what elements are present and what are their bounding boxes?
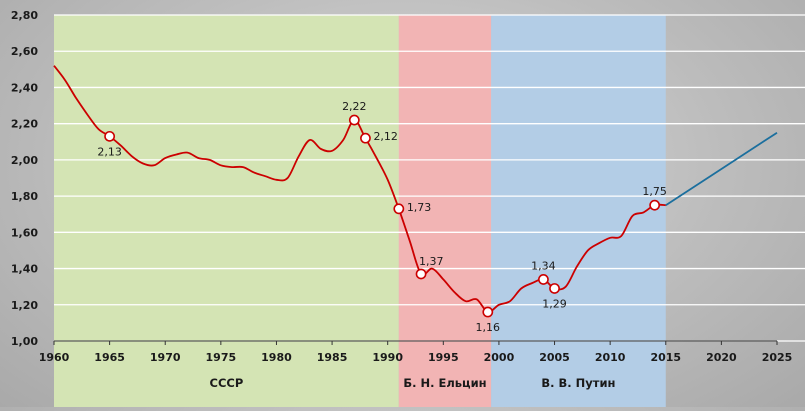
x-tick-label: 1980: [261, 351, 292, 364]
data-point: [538, 274, 549, 285]
x-tick-label: 1990: [372, 351, 403, 364]
x-tick-label: 2015: [650, 351, 681, 364]
x-tick-label: 1985: [317, 351, 348, 364]
x-tick-label: 2010: [595, 351, 626, 364]
y-tick-label: 2,80: [11, 9, 38, 22]
y-tick-label: 2,60: [11, 45, 38, 58]
y-tick-label: 2,40: [11, 81, 38, 94]
period-label: В. В. Путин: [541, 376, 615, 390]
x-tick-label: 2020: [706, 351, 737, 364]
y-tick-label: 2,20: [11, 118, 38, 131]
x-tick-label: 1965: [94, 351, 125, 364]
y-tick-label: 1,40: [11, 263, 38, 276]
y-tick-label: 1,20: [11, 299, 38, 312]
data-label: 1,73: [407, 201, 432, 214]
data-label: 2,13: [97, 145, 122, 158]
x-tick-label: 2000: [484, 351, 515, 364]
period-band: [398, 15, 492, 407]
x-tick-label: 1970: [150, 351, 181, 364]
data-label: 1,34: [531, 259, 556, 272]
data-point: [393, 203, 405, 215]
period-label: Б. Н. Ельцин: [403, 376, 486, 390]
x-tick-label: 2005: [539, 351, 570, 364]
x-tick-label: 1995: [428, 351, 459, 364]
data-point: [482, 306, 494, 318]
data-point: [348, 114, 360, 126]
period-band: [491, 15, 666, 407]
data-point: [549, 283, 560, 294]
data-point: [415, 268, 427, 280]
y-tick-label: 1,00: [11, 335, 38, 348]
data-label: 1,37: [419, 255, 444, 268]
period-band: [54, 15, 399, 407]
x-tick-label: 1960: [39, 351, 70, 364]
data-label: 1,75: [642, 185, 667, 198]
series-line: [53, 65, 666, 313]
data-point: [360, 132, 371, 144]
y-tick-label: 2,00: [11, 154, 38, 167]
data-point: [104, 130, 116, 142]
x-tick-label: 2025: [762, 351, 793, 364]
data-label: 1,16: [476, 321, 501, 334]
data-point: [649, 199, 661, 211]
data-label: 2,22: [342, 100, 367, 113]
projection-line: [665, 131, 778, 206]
x-tick-label: 1975: [206, 351, 237, 364]
period-label: СССР: [210, 376, 244, 390]
y-tick-label: 1,60: [11, 226, 38, 239]
y-tick-label: 1,80: [11, 190, 38, 203]
data-label: 2,12: [373, 130, 398, 143]
data-label: 1,29: [542, 297, 567, 310]
